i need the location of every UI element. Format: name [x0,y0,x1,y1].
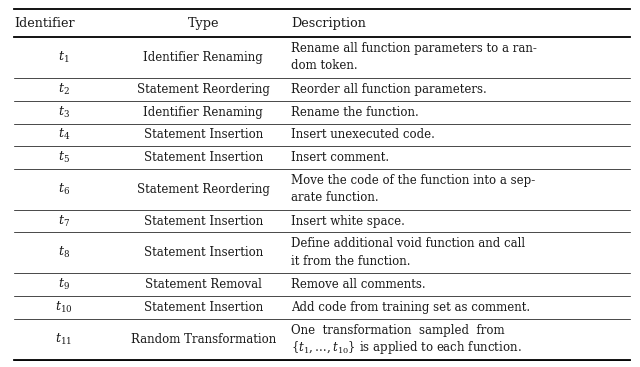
Text: $t_{8}$: $t_{8}$ [58,246,70,261]
Text: One  transformation  sampled  from: One transformation sampled from [291,324,505,337]
Text: Statement Removal: Statement Removal [145,278,262,291]
Text: Remove all comments.: Remove all comments. [291,278,426,291]
Text: Rename the function.: Rename the function. [291,106,419,119]
Text: $t_{11}$: $t_{11}$ [55,332,72,347]
Text: Type: Type [188,17,219,30]
Text: Statement Insertion: Statement Insertion [143,128,263,141]
Text: Statement Insertion: Statement Insertion [143,246,263,259]
Text: $t_{1}$: $t_{1}$ [58,50,69,65]
Text: Statement Reordering: Statement Reordering [137,183,269,196]
Text: Move the code of the function into a sep-: Move the code of the function into a sep… [291,174,536,187]
Text: arate function.: arate function. [291,191,379,204]
Text: $t_{4}$: $t_{4}$ [58,127,70,142]
Text: $t_{5}$: $t_{5}$ [58,150,70,165]
Text: dom token.: dom token. [291,59,358,72]
Text: Statement Insertion: Statement Insertion [143,151,263,164]
Text: Reorder all function parameters.: Reorder all function parameters. [291,83,487,96]
Text: Insert unexecuted code.: Insert unexecuted code. [291,128,435,141]
Text: $t_{9}$: $t_{9}$ [58,277,70,292]
Text: Statement Reordering: Statement Reordering [137,83,269,96]
Text: Insert white space.: Insert white space. [291,215,405,228]
Text: Rename all function parameters to a ran-: Rename all function parameters to a ran- [291,42,537,55]
Text: Identifier: Identifier [14,17,75,30]
Text: Random Transformation: Random Transformation [131,333,276,346]
Text: Add code from training set as comment.: Add code from training set as comment. [291,301,531,314]
Text: $t_{7}$: $t_{7}$ [58,214,70,229]
Text: $\{t_1,\ldots,t_{10}\}$ is applied to each function.: $\{t_1,\ldots,t_{10}\}$ is applied to ea… [291,339,522,356]
Text: $t_{6}$: $t_{6}$ [58,182,70,197]
Text: Define additional void function and call: Define additional void function and call [291,237,525,250]
Text: it from the function.: it from the function. [291,255,411,268]
Text: $t_{2}$: $t_{2}$ [58,82,70,97]
Text: Identifier Renaming: Identifier Renaming [143,51,263,64]
Text: Statement Insertion: Statement Insertion [143,215,263,228]
Text: $t_{10}$: $t_{10}$ [55,300,72,315]
Text: Statement Insertion: Statement Insertion [143,301,263,314]
Text: $t_{3}$: $t_{3}$ [58,105,70,120]
Text: Insert comment.: Insert comment. [291,151,389,164]
Text: Description: Description [291,17,366,30]
Text: Identifier Renaming: Identifier Renaming [143,106,263,119]
